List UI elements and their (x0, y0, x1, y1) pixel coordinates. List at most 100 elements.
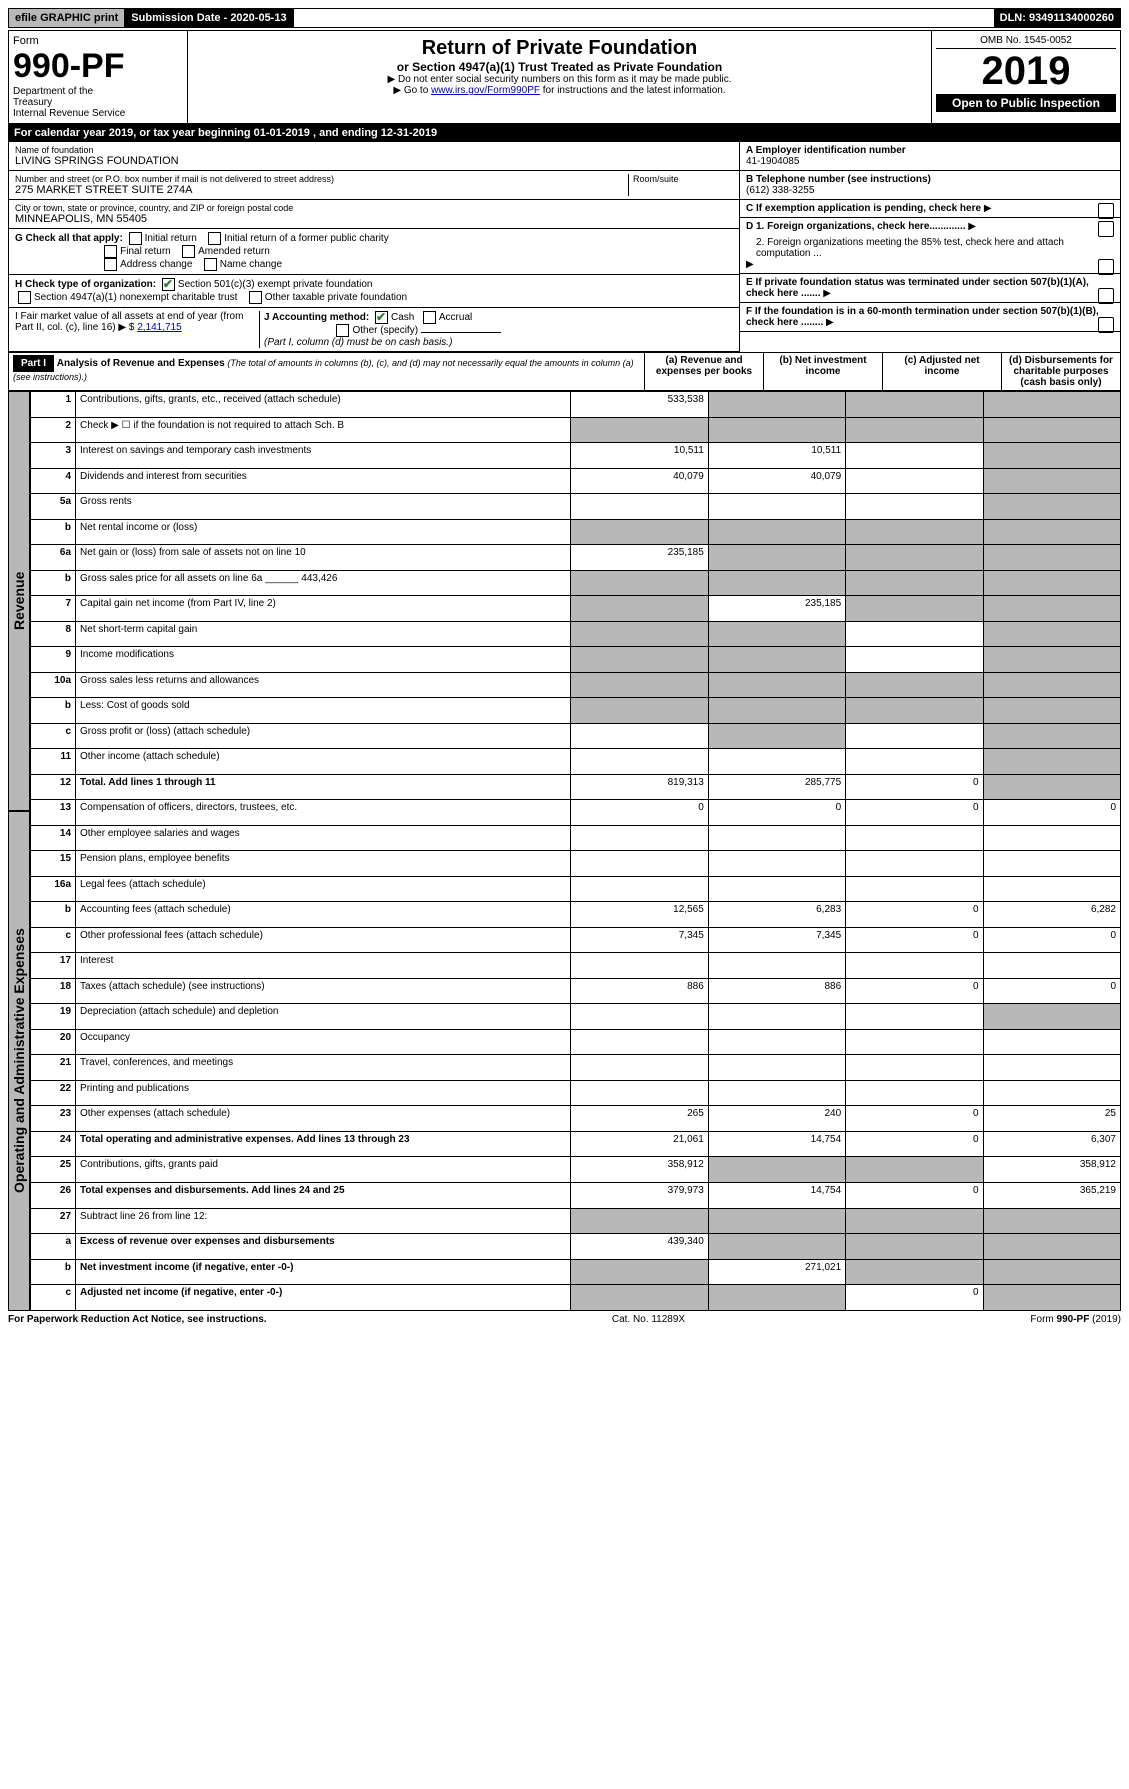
checkbox-address-change[interactable] (104, 258, 117, 271)
cell-d (983, 825, 1120, 851)
checkbox-f[interactable] (1098, 317, 1114, 333)
row-desc: Income modifications (76, 647, 571, 673)
row-desc: Contributions, gifts, grants, etc., rece… (76, 392, 571, 418)
cell-d (983, 417, 1120, 443)
table-row: bAccounting fees (attach schedule)12,565… (31, 902, 1121, 928)
row-num: 3 (31, 443, 76, 469)
cell-a: 0 (571, 800, 708, 826)
table-row: 13Compensation of officers, directors, t… (31, 800, 1121, 826)
checkbox-d1[interactable] (1098, 221, 1114, 237)
row-desc: Gross sales less returns and allowances (76, 672, 571, 698)
table-row: 26Total expenses and disbursements. Add … (31, 1182, 1121, 1208)
checkbox-d2[interactable] (1098, 259, 1114, 275)
cell-c: 0 (846, 1106, 983, 1132)
checkbox-amended[interactable] (182, 245, 195, 258)
cell-a (571, 494, 708, 520)
row-num: 27 (31, 1208, 76, 1234)
table-row: 25Contributions, gifts, grants paid358,9… (31, 1157, 1121, 1183)
checkbox-other-taxable[interactable] (249, 291, 262, 304)
j-accrual: Accrual (439, 312, 472, 323)
row-desc: Gross sales price for all assets on line… (76, 570, 571, 596)
table-row: 5aGross rents (31, 494, 1121, 520)
addr-label: Number and street (or P.O. box number if… (15, 174, 628, 184)
cell-c (846, 1208, 983, 1234)
checkbox-4947[interactable] (18, 291, 31, 304)
d1-label: D 1. Foreign organizations, check here..… (746, 221, 966, 232)
cell-d (983, 1004, 1120, 1030)
cell-a: 12,565 (571, 902, 708, 928)
cell-b (708, 1285, 845, 1311)
row-desc: Other expenses (attach schedule) (76, 1106, 571, 1132)
row-desc: Other employee salaries and wages (76, 825, 571, 851)
cell-a (571, 1285, 708, 1311)
cell-b (708, 1157, 845, 1183)
table-row: bNet rental income or (loss) (31, 519, 1121, 545)
cell-d (983, 545, 1120, 571)
city-label: City or town, state or province, country… (15, 203, 733, 213)
section-h: H Check type of organization: Section 50… (9, 275, 739, 308)
cell-b (708, 672, 845, 698)
checkbox-501c3[interactable] (162, 278, 175, 291)
cell-c (846, 1259, 983, 1285)
row-desc: Interest (76, 953, 571, 979)
checkbox-name-change[interactable] (204, 258, 217, 271)
fmv-value[interactable]: 2,141,715 (137, 322, 182, 333)
cell-d (983, 1234, 1120, 1260)
foundation-name: LIVING SPRINGS FOUNDATION (15, 155, 733, 167)
table-row: 27Subtract line 26 from line 12: (31, 1208, 1121, 1234)
i-label: I Fair market value of all assets at end… (15, 311, 243, 333)
checkbox-accrual[interactable] (423, 311, 436, 324)
checkbox-other-method[interactable] (336, 324, 349, 337)
cell-c (846, 494, 983, 520)
cell-c (846, 749, 983, 775)
col-b-header: (b) Net investment income (764, 353, 883, 391)
col-d-header: (d) Disbursements for charitable purpose… (1002, 353, 1121, 391)
c-label: C If exemption application is pending, c… (746, 203, 981, 214)
cell-d (983, 953, 1120, 979)
cell-b (708, 545, 845, 571)
checkbox-cash[interactable] (375, 311, 388, 324)
cell-b: 240 (708, 1106, 845, 1132)
cell-d (983, 698, 1120, 724)
cell-d (983, 468, 1120, 494)
f-label: F If the foundation is in a 60-month ter… (746, 306, 1099, 328)
cell-d (983, 647, 1120, 673)
cell-a (571, 1259, 708, 1285)
cell-c: 0 (846, 1182, 983, 1208)
cell-c: 0 (846, 800, 983, 826)
note2-suffix: for instructions and the latest informat… (540, 85, 726, 96)
row-num: 10a (31, 672, 76, 698)
checkbox-final-return[interactable] (104, 245, 117, 258)
table-row: 10aGross sales less returns and allowanc… (31, 672, 1121, 698)
checkbox-initial-return[interactable] (129, 232, 142, 245)
cell-b: 285,775 (708, 774, 845, 800)
table-row: 3Interest on savings and temporary cash … (31, 443, 1121, 469)
cell-a: 21,061 (571, 1131, 708, 1157)
cell-d (983, 392, 1120, 418)
cell-a: 235,185 (571, 545, 708, 571)
cell-b (708, 1208, 845, 1234)
row-desc: Subtract line 26 from line 12: (76, 1208, 571, 1234)
cell-a: 7,345 (571, 927, 708, 953)
cell-d: 358,912 (983, 1157, 1120, 1183)
cell-d: 0 (983, 978, 1120, 1004)
top-bar: efile GRAPHIC print Submission Date - 20… (8, 8, 1121, 28)
cell-a (571, 570, 708, 596)
cell-d: 0 (983, 927, 1120, 953)
cell-d (983, 1259, 1120, 1285)
form-instructions-link[interactable]: www.irs.gov/Form990PF (431, 85, 540, 96)
cell-b (708, 851, 845, 877)
ein-label: A Employer identification number (746, 145, 906, 156)
checkbox-initial-former[interactable] (208, 232, 221, 245)
cell-c (846, 1157, 983, 1183)
cell-c (846, 443, 983, 469)
cell-c (846, 417, 983, 443)
table-row: bGross sales price for all assets on lin… (31, 570, 1121, 596)
cell-b: 6,283 (708, 902, 845, 928)
checkbox-c[interactable] (1098, 203, 1114, 219)
row-num: 4 (31, 468, 76, 494)
submission-date: Submission Date - 2020-05-13 (125, 9, 293, 27)
table-row: 16aLegal fees (attach schedule) (31, 876, 1121, 902)
cell-b: 40,079 (708, 468, 845, 494)
checkbox-e[interactable] (1098, 288, 1114, 304)
